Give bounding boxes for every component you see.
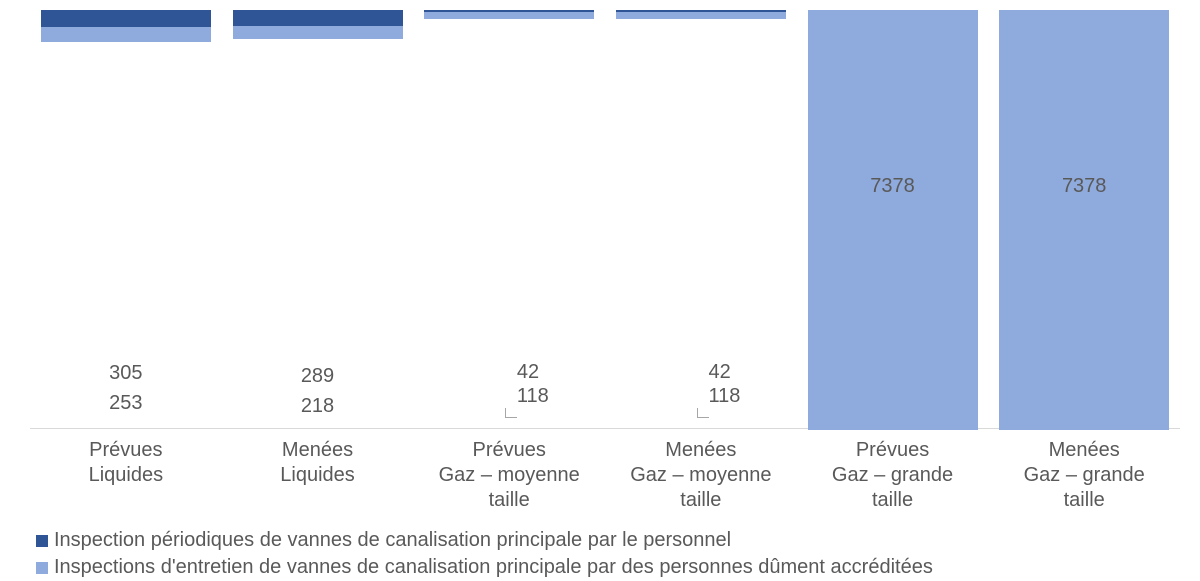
legend-item: Inspections d'entretien de vannes de can…: [36, 554, 1180, 581]
x-axis-label: PrévuesGaz – grandetaille: [797, 438, 989, 513]
bar-stack: [424, 10, 594, 19]
value-label-periodic: 42: [517, 360, 539, 384]
bar-segment-maintenance: [616, 12, 786, 19]
bar-stack: [41, 10, 211, 42]
x-axis-label: MenéesGaz – moyennetaille: [605, 438, 797, 513]
bar-stack: [233, 10, 403, 39]
x-axis-label: PrévuesLiquides: [30, 438, 222, 513]
x-axis-labels: PrévuesLiquidesMenéesLiquidesPrévuesGaz …: [30, 438, 1180, 513]
bar-group: 7378: [988, 10, 1180, 429]
value-label-periodic: 289: [301, 364, 334, 388]
x-axis-label: PrévuesGaz – moyennetaille: [413, 438, 605, 513]
legend: Inspection périodiques de vannes de cana…: [30, 527, 1180, 581]
bar-group: 305253: [30, 10, 222, 429]
bar-segment-maintenance: [808, 10, 978, 430]
legend-swatch: [36, 562, 48, 574]
value-label-maintenance: 253: [109, 391, 142, 415]
legend-label: Inspection périodiques de vannes de cana…: [54, 527, 731, 554]
bar-segment-maintenance: [424, 12, 594, 19]
value-label-maintenance: 7378: [1062, 174, 1107, 198]
value-callout: 42118: [517, 360, 549, 408]
leader-line: [697, 408, 709, 418]
legend-label: Inspections d'entretien de vannes de can…: [54, 554, 933, 581]
bar-group: 7378: [797, 10, 989, 429]
bar-group: 289218: [222, 10, 414, 429]
bar-chart: 305253289218421184211873787378 PrévuesLi…: [0, 0, 1200, 574]
bar-segment-maintenance: [41, 27, 211, 41]
bar-group: 42118: [413, 10, 605, 429]
leader-line: [505, 408, 517, 418]
value-label-maintenance: 7378: [870, 174, 915, 198]
bar-group: 42118: [605, 10, 797, 429]
legend-item: Inspection périodiques de vannes de cana…: [36, 527, 1180, 554]
bar-segment-periodic: [233, 10, 403, 26]
value-label-periodic: 305: [109, 361, 142, 385]
bar-stack: [999, 10, 1169, 430]
value-label-maintenance: 118: [517, 384, 549, 408]
value-callout: 42118: [709, 360, 741, 408]
value-label-maintenance: 118: [709, 384, 741, 408]
bar-segment-maintenance: [233, 26, 403, 38]
bar-segment-maintenance: [999, 10, 1169, 430]
bar-stack: [616, 10, 786, 19]
x-axis-label: MenéesLiquides: [222, 438, 414, 513]
legend-swatch: [36, 535, 48, 547]
x-axis-label: MenéesGaz – grandetaille: [988, 438, 1180, 513]
value-label-periodic: 42: [709, 360, 731, 384]
value-label-maintenance: 218: [301, 394, 334, 418]
bar-segment-periodic: [41, 10, 211, 27]
plot-area: 305253289218421184211873787378: [30, 10, 1180, 430]
bar-stack: [808, 10, 978, 430]
